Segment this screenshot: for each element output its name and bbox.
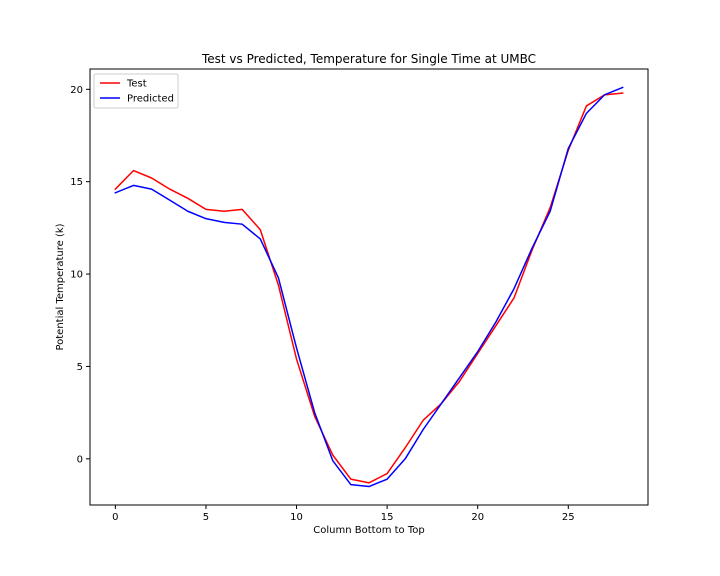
- x-tick-label: 15: [381, 512, 394, 523]
- legend-label-predicted: Predicted: [127, 94, 174, 105]
- y-tick-label: 15: [70, 177, 83, 188]
- y-tick-label: 10: [70, 270, 83, 281]
- series-lines: [114, 86, 624, 488]
- series-line-predicted: [114, 86, 624, 488]
- y-tick-label: 5: [77, 362, 83, 373]
- x-tick-label: 0: [112, 512, 118, 523]
- y-tick-label: 0: [77, 454, 83, 465]
- x-axis: 0 5 10 15 20 25: [112, 505, 575, 523]
- x-axis-label: Column Bottom to Top: [313, 525, 424, 536]
- legend: Test Predicted: [93, 73, 179, 109]
- y-axis: 0 5 10 15 20: [70, 85, 90, 465]
- x-tick-label: 25: [562, 512, 575, 523]
- x-tick-label: 5: [203, 512, 209, 523]
- chart-title: Test vs Predicted, Temperature for Singl…: [201, 52, 536, 66]
- y-axis-label: Potential Temperature (k): [55, 223, 66, 350]
- y-tick-label: 20: [70, 85, 83, 96]
- legend-label-test: Test: [126, 79, 147, 90]
- x-tick-label: 10: [290, 512, 303, 523]
- plot-area: [89, 68, 649, 506]
- x-tick-label: 20: [471, 512, 484, 523]
